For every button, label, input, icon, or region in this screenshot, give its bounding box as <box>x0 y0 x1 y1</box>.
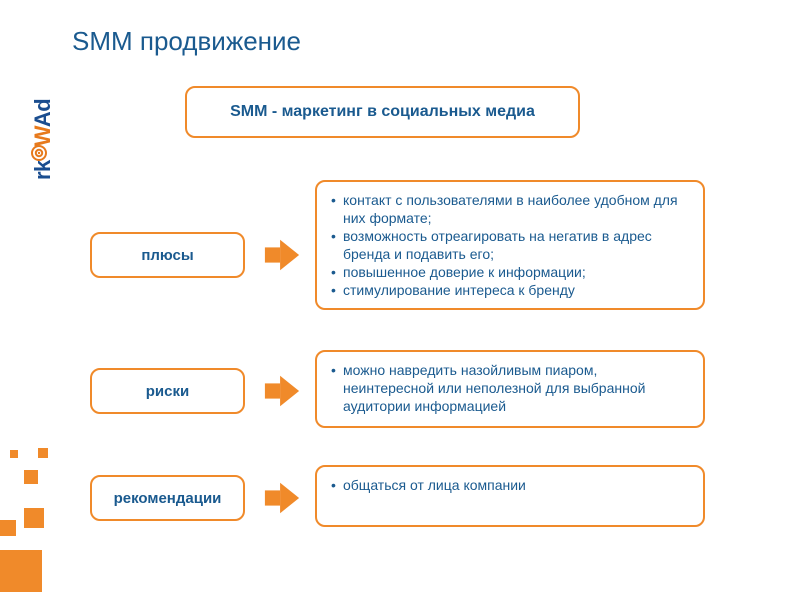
bullet-item: можно навредить назойливым пиаром, неинт… <box>331 362 689 416</box>
arrow-icon <box>263 373 301 409</box>
logo: rkWAd <box>30 99 56 180</box>
logo-part3: rk <box>30 160 55 180</box>
row-label-text: риски <box>146 383 189 400</box>
deco-square <box>24 470 38 484</box>
bullet-list: общаться от лица компании <box>331 477 526 495</box>
logo-part1: Ad <box>30 99 55 127</box>
page-title: SMM продвижение <box>72 26 301 57</box>
bullet-item: стимулирование интереса к бренду <box>331 282 689 300</box>
row-label: рекомендации <box>90 475 245 521</box>
row-content: общаться от лица компании <box>315 465 705 527</box>
bullet-item: повышенное доверие к информации; <box>331 264 689 282</box>
deco-square <box>24 508 44 528</box>
row-label: риски <box>90 368 245 414</box>
corner-decoration <box>0 320 52 600</box>
arrow-icon <box>263 480 301 516</box>
deco-square <box>10 450 18 458</box>
bullet-item: возможность отреагировать на негатив в а… <box>331 228 689 264</box>
deco-square <box>0 550 42 592</box>
bullet-item: общаться от лица компании <box>331 477 526 495</box>
bullet-list: можно навредить назойливым пиаром, неинт… <box>331 362 689 416</box>
row-label-text: рекомендации <box>114 490 222 507</box>
bullet-list: контакт с пользователями в наиболее удоб… <box>331 192 689 299</box>
bullet-item: контакт с пользователями в наиболее удоб… <box>331 192 689 228</box>
arrow-icon <box>263 237 301 273</box>
deco-square <box>38 448 48 458</box>
row-label-text: плюсы <box>141 247 193 264</box>
logo-target-icon <box>28 144 54 162</box>
row-content: можно навредить назойливым пиаром, неинт… <box>315 350 705 428</box>
header-box: SMM - маркетинг в социальных медиа <box>185 86 580 138</box>
row-label: плюсы <box>90 232 245 278</box>
row-content: контакт с пользователями в наиболее удоб… <box>315 180 705 310</box>
deco-square <box>0 520 16 536</box>
header-box-text: SMM - маркетинг в социальных медиа <box>230 103 535 121</box>
